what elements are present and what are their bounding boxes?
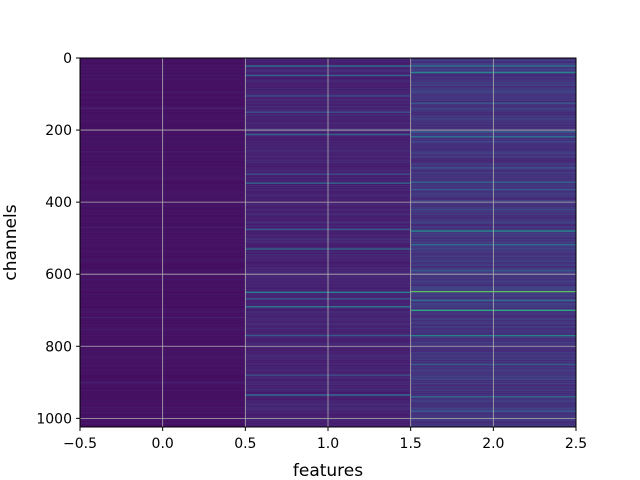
x-tick-label: 1.5 [400, 436, 422, 452]
y-axis-label: channels [1, 204, 21, 280]
x-tick-label: 0.0 [152, 436, 174, 452]
x-tick-label: 2.0 [482, 436, 504, 452]
y-tick-label: 200 [45, 123, 72, 139]
x-tick-label: 0.5 [234, 436, 256, 452]
x-axis: −0.5 0.0 0.5 1.0 1.5 2.0 2.5 [63, 427, 587, 452]
x-tick-label: 1.0 [317, 436, 339, 452]
y-tick-label: 1000 [36, 411, 72, 427]
y-tick-label: 400 [45, 195, 72, 211]
y-tick-label: 600 [45, 267, 72, 283]
x-tick-label: 2.5 [565, 436, 587, 452]
x-axis-label: features [293, 461, 363, 480]
y-tick-label: 800 [45, 339, 72, 355]
y-tick-label: 0 [63, 51, 72, 67]
y-axis: 0 200 400 600 800 1000 [36, 51, 80, 427]
x-tick-label: −0.5 [63, 436, 97, 452]
